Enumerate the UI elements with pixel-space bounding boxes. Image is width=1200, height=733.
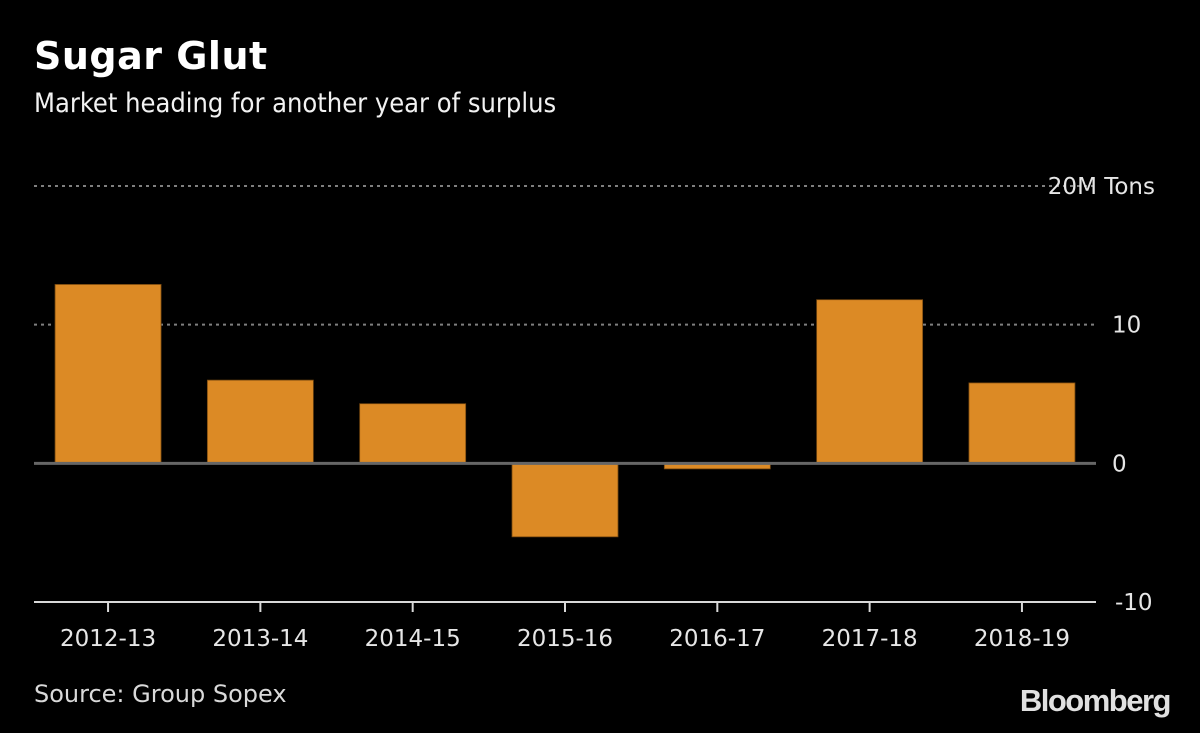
y-tick-label: -10 (1115, 590, 1153, 616)
labels: 20M Tons 10 0 -10 2012-13 2013-14 2014-15 2015-… (60, 174, 1155, 652)
bar-2014-15 (359, 403, 467, 464)
x-tick-label: 2012-13 (60, 626, 156, 652)
x-tick-label: 2016-17 (669, 626, 765, 652)
bar-2012-13 (54, 284, 162, 464)
bar-2013-14 (206, 379, 314, 464)
gridlines (34, 185, 1096, 326)
x-tick-label: 2018-19 (974, 626, 1070, 652)
axes (34, 461, 1096, 612)
x-tick-label: 2013-14 (212, 626, 308, 652)
y-tick-label: 10 (1112, 313, 1141, 339)
source-note: Source: Group Sopex (34, 680, 287, 708)
x-tick-label: 2014-15 (365, 626, 461, 652)
chart-title: Sugar Glut (34, 34, 268, 78)
x-tick-label: 2015-16 (517, 626, 613, 652)
bar-2017-18 (816, 299, 924, 464)
bloomberg-logo: Bloomberg (1019, 683, 1172, 718)
y-tick-label: 0 (1112, 451, 1127, 477)
y-tick-label: 20M Tons (1048, 174, 1155, 200)
chart-subtitle: Market heading for another year of surpl… (34, 88, 557, 119)
bar-2015-16 (511, 462, 619, 538)
x-tick-label: 2017-18 (822, 626, 918, 652)
bar-2018-19 (968, 382, 1076, 464)
bars (54, 284, 1076, 538)
